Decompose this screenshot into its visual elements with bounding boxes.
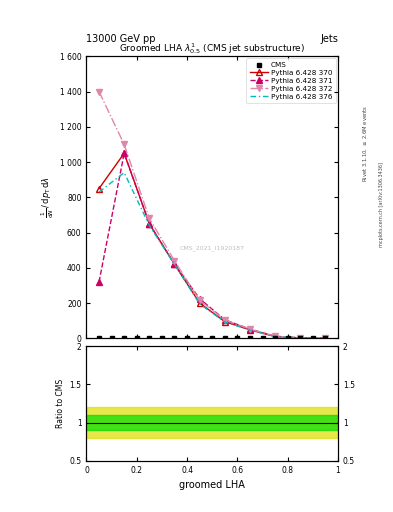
CMS: [310, 335, 315, 342]
Pythia 6.428 370: [298, 335, 303, 341]
Pythia 6.428 370: [323, 335, 328, 342]
CMS: [260, 335, 265, 342]
Pythia 6.428 371: [273, 333, 277, 339]
Pythia 6.428 371: [172, 261, 177, 267]
Pythia 6.428 370: [172, 261, 177, 267]
Pythia 6.428 371: [122, 150, 127, 156]
Pythia 6.428 371: [323, 335, 328, 342]
CMS: [134, 335, 139, 342]
Line: Pythia 6.428 372: Pythia 6.428 372: [96, 89, 328, 341]
X-axis label: groomed LHA: groomed LHA: [179, 480, 245, 490]
Line: Pythia 6.428 371: Pythia 6.428 371: [96, 151, 328, 341]
Pythia 6.428 370: [248, 327, 252, 333]
Pythia 6.428 372: [323, 335, 328, 342]
CMS: [185, 335, 189, 342]
CMS: [197, 335, 202, 342]
Pythia 6.428 370: [222, 318, 227, 325]
Pythia 6.428 376: [248, 327, 252, 333]
Pythia 6.428 370: [122, 150, 127, 156]
Line: CMS: CMS: [97, 336, 327, 340]
CMS: [298, 335, 303, 342]
Pythia 6.428 372: [273, 333, 277, 339]
CMS: [210, 335, 215, 342]
CMS: [248, 335, 252, 342]
Text: CMS_2021_I1920187: CMS_2021_I1920187: [180, 245, 245, 251]
Pythia 6.428 376: [97, 189, 101, 195]
Pythia 6.428 376: [147, 222, 152, 228]
Line: Pythia 6.428 370: Pythia 6.428 370: [96, 151, 328, 341]
Legend: CMS, Pythia 6.428 370, Pythia 6.428 371, Pythia 6.428 372, Pythia 6.428 376: CMS, Pythia 6.428 370, Pythia 6.428 371,…: [246, 58, 336, 103]
Pythia 6.428 370: [147, 221, 152, 227]
CMS: [122, 335, 127, 342]
Text: 13000 GeV pp: 13000 GeV pp: [86, 33, 156, 44]
CMS: [160, 335, 164, 342]
Pythia 6.428 372: [222, 317, 227, 323]
Text: Rivet 3.1.10, $\geq$ 2.6M events: Rivet 3.1.10, $\geq$ 2.6M events: [362, 105, 369, 182]
Pythia 6.428 372: [147, 216, 152, 222]
Title: Groomed LHA $\lambda^{1}_{0.5}$ (CMS jet substructure): Groomed LHA $\lambda^{1}_{0.5}$ (CMS jet…: [119, 41, 305, 56]
CMS: [323, 335, 328, 342]
CMS: [109, 335, 114, 342]
Text: Jets: Jets: [320, 33, 338, 44]
Pythia 6.428 372: [172, 258, 177, 264]
Line: Pythia 6.428 376: Pythia 6.428 376: [99, 173, 325, 338]
CMS: [285, 335, 290, 342]
Pythia 6.428 376: [323, 335, 328, 342]
Y-axis label: $\frac{1}{\mathrm{d}N}\,/\,\mathrm{d}p_\mathrm{T}\,\mathrm{d}\lambda$: $\frac{1}{\mathrm{d}N}\,/\,\mathrm{d}p_\…: [39, 176, 56, 218]
Pythia 6.428 376: [273, 333, 277, 339]
Pythia 6.428 371: [248, 326, 252, 332]
CMS: [97, 335, 101, 342]
Pythia 6.428 372: [298, 335, 303, 341]
Bar: [86, 408, 338, 438]
Pythia 6.428 370: [273, 333, 277, 339]
Pythia 6.428 376: [298, 335, 303, 341]
Pythia 6.428 376: [197, 301, 202, 307]
Text: mcplots.cern.ch [arXiv:1306.3436]: mcplots.cern.ch [arXiv:1306.3436]: [379, 162, 384, 247]
Pythia 6.428 372: [122, 141, 127, 147]
Pythia 6.428 371: [197, 295, 202, 302]
Pythia 6.428 372: [97, 89, 101, 95]
Pythia 6.428 376: [172, 261, 177, 267]
CMS: [273, 335, 277, 342]
Bar: [86, 415, 338, 430]
Pythia 6.428 372: [197, 297, 202, 304]
Pythia 6.428 372: [248, 326, 252, 332]
Pythia 6.428 371: [222, 317, 227, 323]
Pythia 6.428 370: [197, 300, 202, 306]
Pythia 6.428 370: [97, 185, 101, 191]
CMS: [147, 335, 152, 342]
CMS: [172, 335, 177, 342]
Pythia 6.428 376: [122, 169, 127, 176]
Pythia 6.428 371: [298, 335, 303, 341]
CMS: [222, 335, 227, 342]
Pythia 6.428 376: [222, 319, 227, 325]
Pythia 6.428 371: [97, 279, 101, 285]
Pythia 6.428 371: [147, 221, 152, 227]
CMS: [235, 335, 240, 342]
Y-axis label: Ratio to CMS: Ratio to CMS: [56, 379, 65, 428]
